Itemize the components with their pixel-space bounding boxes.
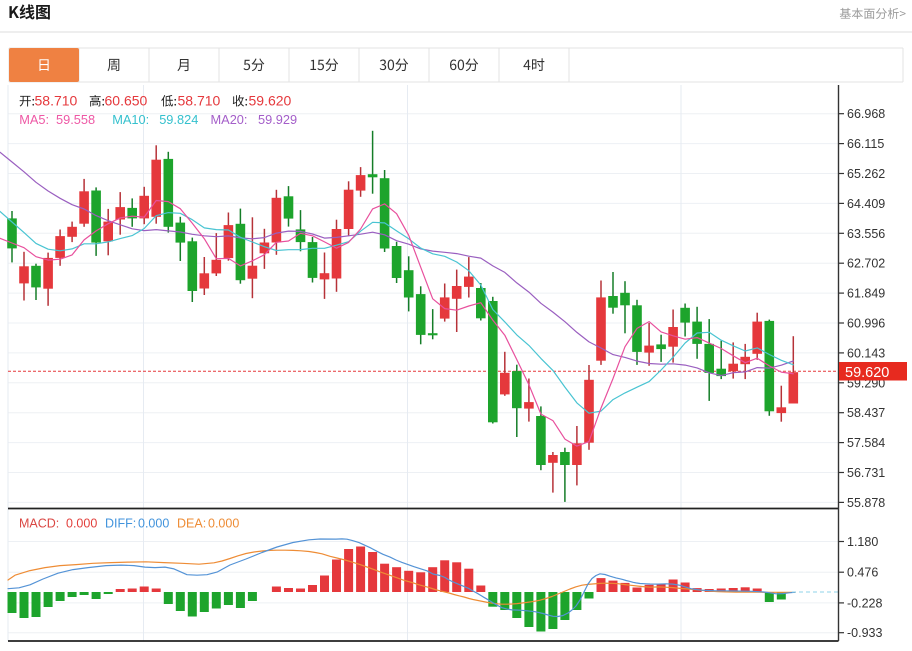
svg-text:MA20:: MA20:: [211, 112, 248, 127]
svg-text:0.000: 0.000: [66, 517, 97, 531]
svg-text:60.143: 60.143: [847, 346, 885, 360]
svg-text:DEA:: DEA:: [177, 517, 206, 531]
svg-text:59.620: 59.620: [845, 365, 889, 381]
svg-text:66.968: 66.968: [847, 107, 885, 121]
svg-text:60.650: 60.650: [105, 93, 148, 109]
svg-text:66.115: 66.115: [847, 137, 884, 151]
svg-text:58.710: 58.710: [178, 93, 221, 109]
svg-text:62.702: 62.702: [847, 257, 885, 271]
svg-text:58.437: 58.437: [847, 406, 885, 420]
svg-text:1.180: 1.180: [847, 535, 878, 549]
svg-text:0.000: 0.000: [208, 517, 239, 531]
svg-text:58.710: 58.710: [35, 93, 78, 109]
svg-text:MA10:: MA10:: [112, 112, 149, 127]
svg-text:-0.933: -0.933: [847, 626, 882, 640]
svg-text:0.476: 0.476: [847, 566, 878, 580]
svg-text:MA5:: MA5:: [19, 112, 49, 127]
svg-text:55.878: 55.878: [847, 496, 885, 510]
svg-text:DIFF:: DIFF:: [105, 517, 136, 531]
svg-text:65.262: 65.262: [847, 167, 885, 181]
svg-text:-0.228: -0.228: [847, 596, 882, 610]
svg-text:59.824: 59.824: [159, 112, 198, 127]
svg-text:59.620: 59.620: [249, 93, 292, 109]
svg-text:59.929: 59.929: [258, 112, 297, 127]
svg-text:59.558: 59.558: [56, 112, 95, 127]
svg-text:0.000: 0.000: [138, 517, 169, 531]
svg-text:63.556: 63.556: [847, 227, 885, 241]
svg-text:56.731: 56.731: [847, 466, 885, 480]
svg-text:64.409: 64.409: [847, 197, 885, 211]
svg-text:61.849: 61.849: [847, 287, 885, 301]
svg-text:60.996: 60.996: [847, 317, 885, 331]
svg-text:57.584: 57.584: [847, 436, 885, 450]
svg-text:MACD:: MACD:: [19, 517, 59, 531]
